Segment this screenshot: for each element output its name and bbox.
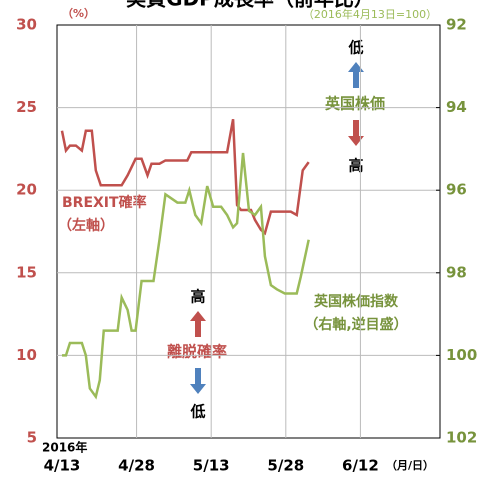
plot-frame: [56, 24, 441, 439]
annotation: 低: [189, 403, 205, 421]
y2-tick-label: 94: [446, 98, 467, 116]
arrow-down: [348, 120, 364, 146]
annotation: 高: [190, 288, 205, 306]
x-tick-label: 5/13: [193, 457, 230, 475]
series-line: [61, 152, 310, 400]
annotation: 高: [348, 157, 363, 175]
chart-title: 実質GDP成長率（前年比）: [126, 0, 374, 11]
y-tick-label: 15: [16, 263, 37, 281]
legend-label: （右軸,逆目盛）: [304, 316, 407, 333]
x-tick-label: 5/28: [267, 457, 304, 475]
arrow-up: [348, 62, 364, 88]
annotation: 離脱確率: [167, 343, 227, 361]
y2-tick-label: 96: [446, 181, 467, 199]
arrow-up: [190, 311, 206, 337]
y-tick-label: 25: [16, 98, 37, 116]
y-tick-label: 10: [16, 346, 37, 364]
y-tick-label: 30: [16, 16, 37, 34]
x-unit: （月/日）: [386, 459, 434, 472]
legend-label: BREXIT確率: [62, 194, 147, 211]
annotation: 英国株価: [325, 95, 385, 113]
legend-label: （左軸）: [58, 217, 114, 234]
x-tick-label: 4/28: [118, 457, 155, 475]
x-year: 2016年: [42, 440, 87, 455]
y2-tick-label: 98: [446, 263, 467, 281]
x-tick-label: 6/12: [342, 457, 379, 475]
y2-tick-label: 92: [446, 16, 467, 34]
legend-label: 英国株価指数: [313, 293, 399, 310]
x-tick-label: 4/13: [44, 457, 81, 475]
arrow-down: [190, 368, 206, 394]
y-unit: （%）: [62, 7, 95, 20]
y2-note: （2016年4月13日=100）: [303, 7, 437, 21]
y2-tick-label: 102: [446, 429, 477, 447]
annotation: 低: [347, 39, 363, 57]
series-line: [60, 118, 310, 236]
y-tick-label: 5: [27, 429, 37, 447]
y-tick-label: 20: [16, 181, 37, 199]
y2-tick-label: 100: [446, 346, 477, 364]
